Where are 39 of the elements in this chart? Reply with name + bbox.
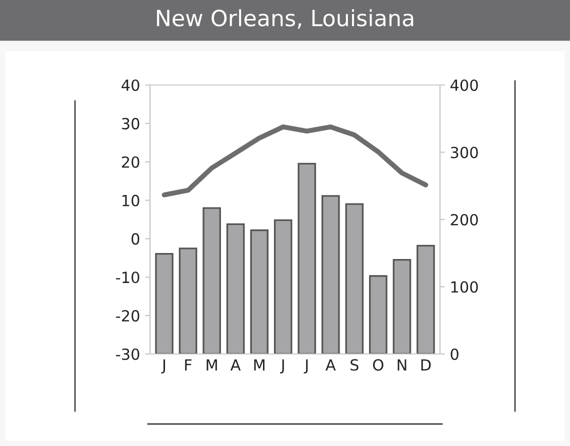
x-tick-label: S bbox=[350, 359, 358, 371]
x-tick-label: J bbox=[280, 359, 284, 374]
bar bbox=[250, 229, 268, 354]
bar bbox=[369, 275, 388, 354]
bar bbox=[322, 195, 340, 354]
x-tick-label: M bbox=[206, 359, 217, 370]
x-tick-label: A bbox=[230, 359, 241, 370]
x-tick-label: O bbox=[373, 359, 384, 371]
y2-tick-label: 200 bbox=[450, 214, 478, 226]
y-tick-label: 0 bbox=[132, 233, 140, 245]
bar bbox=[392, 259, 412, 354]
y-tick-label: 20 bbox=[122, 156, 140, 168]
y-tick-label: 30 bbox=[122, 118, 140, 130]
y-tick-label: -30 bbox=[116, 348, 140, 360]
bar bbox=[274, 219, 292, 354]
bar bbox=[345, 203, 364, 354]
y-tick-label: 10 bbox=[122, 194, 140, 206]
y-tick-label: 40 bbox=[122, 79, 140, 92]
bar bbox=[298, 162, 316, 354]
chart-title: New Orleans, Louisiana bbox=[157, 9, 414, 29]
y-tick-label: -10 bbox=[116, 272, 140, 284]
x-tick-label: J bbox=[304, 359, 308, 374]
x-tick-label: F bbox=[185, 359, 192, 370]
x-tick-label: M bbox=[254, 359, 264, 370]
bar bbox=[416, 244, 435, 354]
x-tick-label: D bbox=[421, 359, 431, 370]
y2-tick-label: 400 bbox=[450, 79, 478, 92]
bar bbox=[202, 207, 221, 354]
x-tick-label: A bbox=[326, 359, 336, 370]
y2-tick-label: 0 bbox=[450, 348, 458, 360]
bar bbox=[155, 252, 174, 354]
y2-tick-label: 100 bbox=[451, 281, 478, 293]
bar bbox=[226, 223, 245, 354]
line-series bbox=[162, 124, 428, 198]
x-tick-label: J bbox=[161, 359, 166, 374]
bar bbox=[178, 248, 198, 354]
y2-tick-label: 300 bbox=[450, 146, 478, 158]
y-tick-label: -20 bbox=[116, 310, 140, 322]
x-tick-label: N bbox=[398, 359, 406, 370]
